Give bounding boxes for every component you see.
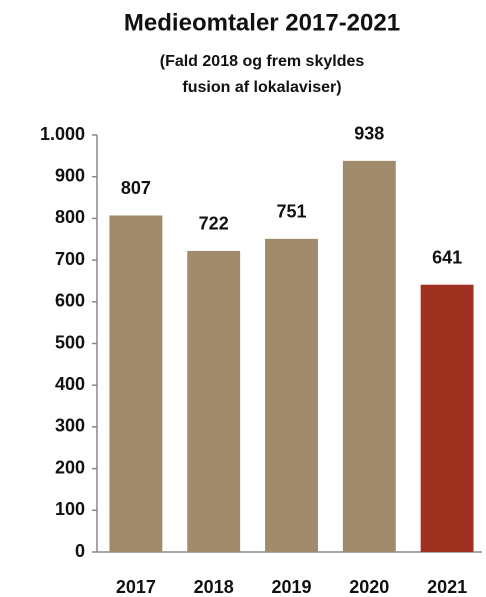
bar	[420, 284, 474, 552]
data-label: 722	[199, 214, 229, 234]
bar	[109, 215, 163, 552]
y-tick-label: 800	[55, 207, 85, 227]
y-tick-label: 400	[55, 374, 85, 394]
y-tick-label: 300	[55, 416, 85, 436]
y-tick-label: 100	[55, 499, 85, 519]
y-tick-label: 1.000	[40, 124, 85, 144]
chart-title: Medieomtaler 2017-2021	[124, 9, 400, 36]
data-label: 938	[354, 124, 384, 144]
y-tick-label: 700	[55, 249, 85, 269]
x-tick-label: 2019	[271, 577, 311, 597]
chart-subtitle: fusion af lokalaviser)	[182, 79, 341, 96]
x-tick-label: 2017	[116, 577, 156, 597]
x-tick-label: 2018	[194, 577, 234, 597]
y-tick-label: 200	[55, 457, 85, 477]
y-tick-label: 900	[55, 165, 85, 185]
data-label: 641	[432, 247, 462, 267]
x-tick-label: 2020	[349, 577, 389, 597]
bar	[187, 250, 241, 552]
y-tick-label: 600	[55, 291, 85, 311]
bar	[342, 160, 396, 552]
x-tick-label: 2021	[427, 577, 467, 597]
y-tick-label: 0	[75, 541, 85, 561]
y-tick-label: 500	[55, 332, 85, 352]
data-label: 751	[276, 202, 306, 222]
chart-subtitle: (Fald 2018 og frem skyldes	[160, 53, 365, 70]
bar	[265, 238, 318, 552]
data-label: 807	[121, 178, 151, 198]
